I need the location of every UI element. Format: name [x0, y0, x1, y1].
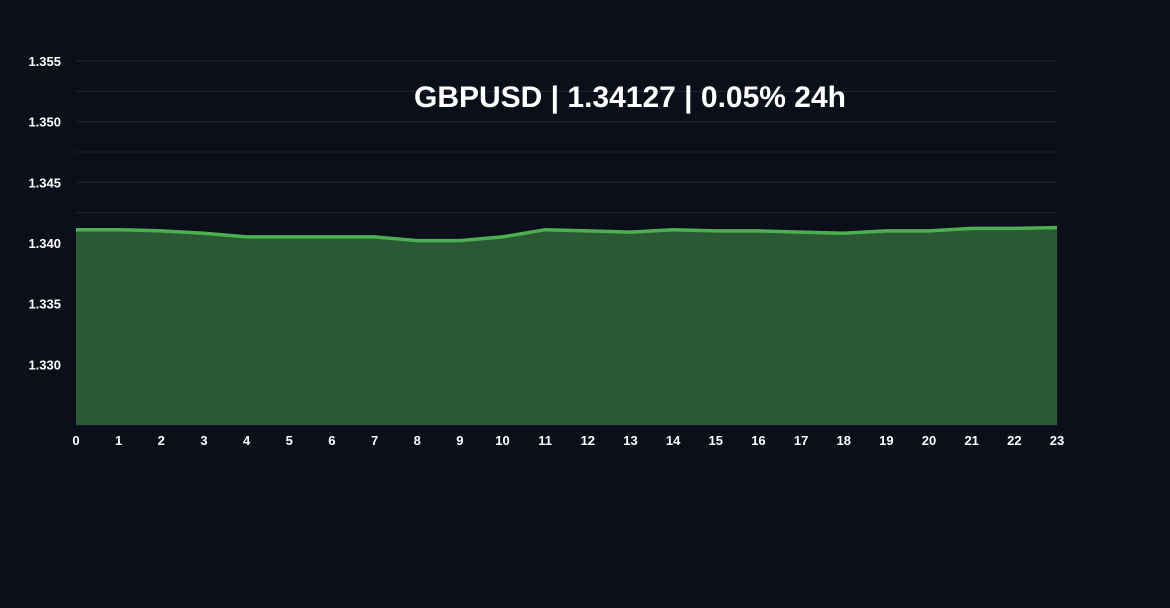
x-tick-label: 16 — [751, 433, 765, 448]
y-tick-label: 1.355 — [28, 54, 61, 69]
x-tick-label: 0 — [72, 433, 79, 448]
x-tick-label: 4 — [243, 433, 251, 448]
x-tick-label: 5 — [286, 433, 293, 448]
x-tick-label: 3 — [200, 433, 207, 448]
x-tick-label: 20 — [922, 433, 936, 448]
x-axis: 0 1 2 3 4 5 6 7 8 9 10 11 12 13 14 15 16 17 18 19 20 21 22 23 — [72, 433, 1064, 448]
y-axis: 1.330 1.335 1.340 1.345 1.350 1.355 — [28, 54, 61, 372]
x-tick-label: 21 — [964, 433, 978, 448]
area-fill — [76, 227, 1057, 425]
y-tick-label: 1.330 — [28, 357, 61, 372]
x-tick-label: 13 — [623, 433, 637, 448]
x-tick-label: 11 — [538, 433, 552, 448]
price-line — [76, 225, 1058, 243]
x-tick-label: 1 — [115, 433, 122, 448]
x-tick-label: 22 — [1007, 433, 1021, 448]
y-tick-label: 1.345 — [28, 175, 61, 190]
x-tick-label: 15 — [709, 433, 723, 448]
x-tick-label: 2 — [158, 433, 165, 448]
x-tick-label: 19 — [879, 433, 893, 448]
y-tick-label: 1.350 — [28, 115, 61, 130]
y-tick-label: 1.335 — [28, 297, 61, 312]
x-tick-label: 23 — [1050, 433, 1064, 448]
x-tick-label: 18 — [837, 433, 851, 448]
chart-title: GBPUSD | 1.34127 | 0.05% 24h — [414, 81, 846, 114]
x-tick-label: 12 — [581, 433, 595, 448]
x-tick-label: 8 — [414, 433, 421, 448]
x-tick-label: 17 — [794, 433, 808, 448]
x-tick-label: 9 — [456, 433, 463, 448]
x-tick-label: 6 — [328, 433, 335, 448]
y-tick-label: 1.340 — [28, 236, 61, 251]
x-tick-label: 10 — [495, 433, 509, 448]
x-tick-label: 7 — [371, 433, 378, 448]
x-tick-label: 14 — [666, 433, 681, 448]
